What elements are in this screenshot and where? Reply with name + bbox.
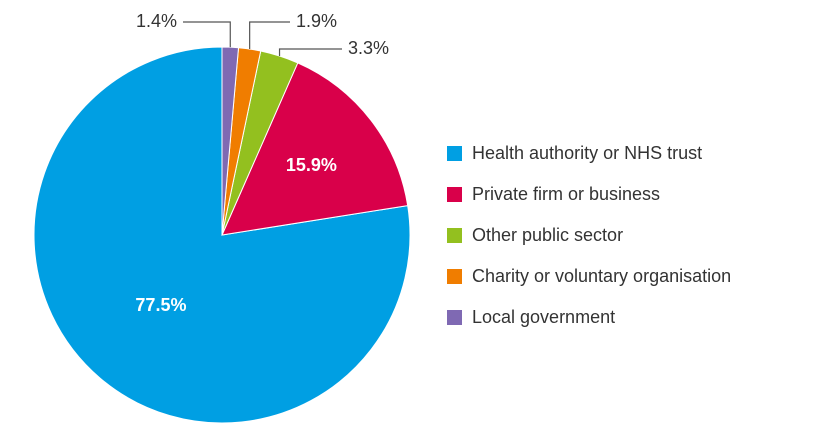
data-label: 1.9% xyxy=(296,11,337,31)
data-label: 77.5% xyxy=(135,295,186,315)
legend-label: Charity or voluntary organisation xyxy=(472,266,731,286)
legend-label: Health authority or NHS trust xyxy=(472,143,702,163)
legend-swatch xyxy=(447,310,462,325)
legend-swatch xyxy=(447,269,462,284)
data-label: 15.9% xyxy=(286,155,337,175)
leader-line xyxy=(249,21,290,50)
legend-label: Local government xyxy=(472,307,615,327)
legend-swatch xyxy=(447,228,462,243)
data-label: 3.3% xyxy=(348,38,389,58)
legend-label: Private firm or business xyxy=(472,184,660,204)
legend-swatch xyxy=(447,146,462,161)
leader-line xyxy=(183,21,231,48)
legend-swatch xyxy=(447,187,462,202)
data-label: 1.4% xyxy=(136,11,177,31)
leader-line xyxy=(278,48,342,57)
pie-slice xyxy=(221,46,240,236)
legend-label: Other public sector xyxy=(472,225,623,245)
pie-slice xyxy=(221,62,409,236)
